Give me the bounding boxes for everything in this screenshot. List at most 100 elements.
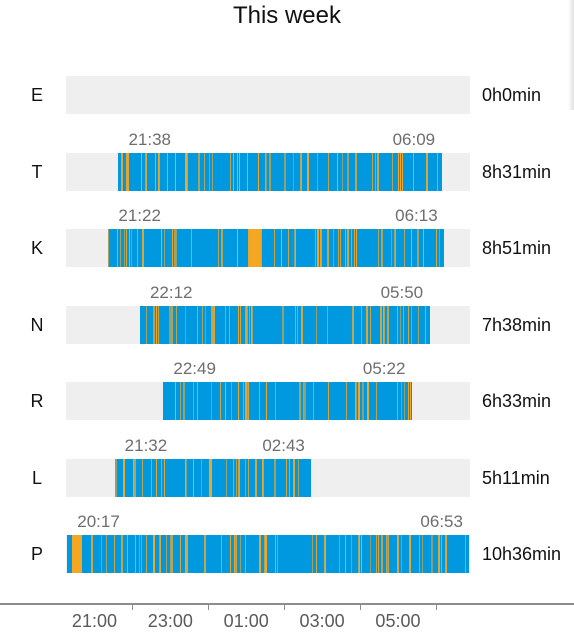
- awake-stripe: [160, 229, 162, 267]
- awake-stripe: [128, 229, 130, 267]
- awake-stripe: [355, 229, 357, 267]
- awake-stripe: [317, 229, 319, 267]
- awake-stripe: [397, 152, 399, 191]
- awake-stripe: [295, 305, 297, 344]
- start-time-label: 21:38: [128, 129, 172, 149]
- awake-stripe: [400, 305, 402, 344]
- awake-stripe: [387, 535, 389, 573]
- awake-stripe: [120, 229, 122, 267]
- awake-stripe: [230, 152, 232, 191]
- awake-stripe: [199, 152, 201, 191]
- awake-stripe: [398, 535, 400, 573]
- duration-label: 8h31min: [482, 161, 552, 182]
- awake-stripe: [245, 382, 248, 420]
- awake-stripe: [132, 458, 134, 497]
- awake-stripe: [105, 535, 107, 573]
- awake-stripe: [186, 152, 188, 191]
- awake-stripe: [422, 229, 424, 267]
- awake-stripe: [426, 152, 429, 191]
- awake-stripe: [374, 152, 376, 191]
- awake-stripe: [233, 458, 235, 497]
- sleep-track: [66, 76, 470, 114]
- awake-stripe: [418, 535, 420, 573]
- awake-stripe: [409, 535, 412, 573]
- awake-stripe: [379, 305, 382, 344]
- awake-stripe: [356, 152, 358, 191]
- awake-stripe: [125, 152, 128, 191]
- awake-stripe: [307, 152, 310, 191]
- duration-label: 0h0min: [482, 85, 542, 105]
- awake-stripe: [220, 229, 223, 267]
- awake-stripe: [444, 535, 446, 573]
- awake-stripe: [357, 535, 360, 573]
- sleep-bar[interactable]: [67, 535, 470, 573]
- awake-stripe: [160, 458, 162, 497]
- awake-stripe: [201, 458, 203, 497]
- awake-stripe: [339, 535, 341, 573]
- awake-stripe: [318, 229, 320, 267]
- awake-stripe: [209, 152, 211, 191]
- sleep-bar[interactable]: [114, 458, 312, 497]
- awake-stripe: [300, 305, 302, 344]
- awake-stripe: [411, 229, 413, 267]
- awake-stripe: [376, 152, 379, 191]
- day-label: K: [30, 238, 43, 258]
- awake-stripe: [239, 458, 241, 497]
- awake-stripe: [261, 458, 263, 497]
- awake-stripe: [319, 229, 321, 267]
- awake-stripe: [408, 382, 410, 420]
- awake-stripe: [375, 535, 377, 573]
- awake-stripe: [127, 535, 129, 573]
- sleep-track: [66, 229, 470, 267]
- awake-stripe: [224, 305, 226, 344]
- sleep-bar[interactable]: [108, 229, 445, 267]
- sleep-bar[interactable]: [163, 382, 412, 420]
- awake-stripe: [346, 382, 348, 420]
- awake-stripe: [191, 229, 192, 267]
- awake-stripe: [294, 229, 296, 267]
- awake-stripe: [298, 382, 301, 420]
- awake-stripe: [281, 229, 283, 267]
- awake-stripe: [175, 382, 177, 420]
- awake-stripe: [377, 535, 379, 573]
- awake-stripe: [270, 152, 272, 191]
- awake-stripe: [333, 229, 335, 267]
- end-time-label: 02:43: [262, 435, 305, 455]
- awake-stripe: [339, 229, 341, 267]
- awake-stripe: [401, 152, 403, 191]
- sleep-bar[interactable]: [118, 152, 442, 191]
- sleep-bar[interactable]: [139, 305, 430, 344]
- awake-stripe: [134, 535, 136, 573]
- chart-title: This week: [232, 2, 342, 29]
- start-time-label: 22:49: [173, 359, 216, 378]
- awake-stripe: [417, 229, 419, 267]
- awake-stripe: [292, 152, 294, 191]
- duration-label: 5h11min: [482, 467, 550, 488]
- awake-stripe: [237, 382, 239, 420]
- awake-stripe: [180, 382, 182, 420]
- awake-stripe: [114, 458, 116, 497]
- awake-stripe: [202, 305, 204, 344]
- awake-stripe: [158, 535, 161, 573]
- awake-stripe: [436, 229, 438, 267]
- awake-stripe: [359, 382, 361, 420]
- awake-stripe: [176, 229, 178, 267]
- awake-stripe: [316, 152, 318, 191]
- awake-stripe: [185, 305, 187, 344]
- awake-stripe: [323, 535, 326, 573]
- awake-stripe: [242, 382, 244, 420]
- awake-stripe: [169, 305, 172, 344]
- day-label: E: [30, 85, 43, 105]
- x-tick-label: 23:00: [147, 611, 193, 631]
- sleep-track: [66, 458, 470, 497]
- awake-stripe: [114, 535, 116, 573]
- awake-stripe: [171, 535, 174, 573]
- awake-stripe: [100, 535, 102, 573]
- duration-label: 8h51min: [482, 238, 552, 258]
- awake-stripe: [152, 535, 154, 573]
- awake-stripe: [152, 305, 155, 344]
- awake-stripe: [156, 458, 158, 497]
- awake-stripe: [355, 152, 357, 191]
- awake-stripe: [370, 305, 372, 344]
- awake-stripe: [315, 305, 317, 344]
